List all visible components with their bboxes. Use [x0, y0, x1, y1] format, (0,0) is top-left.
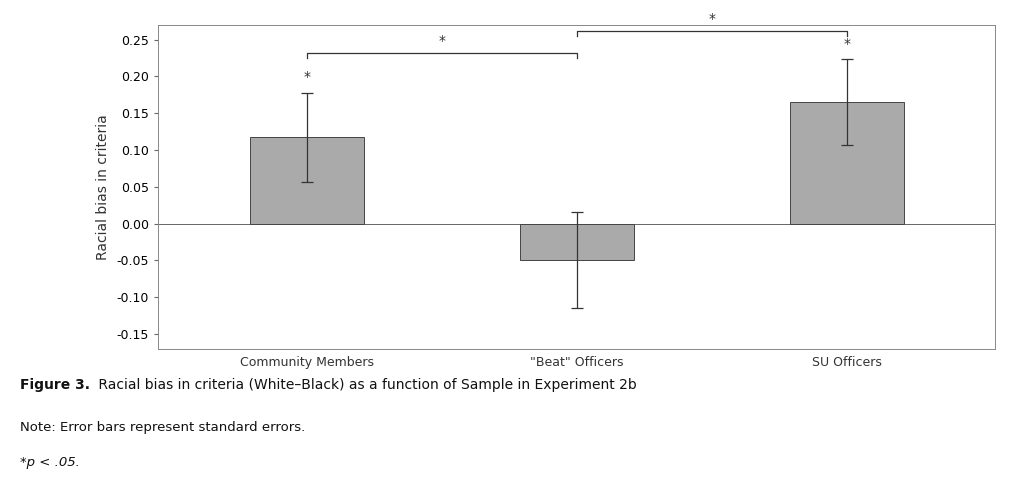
Y-axis label: Racial bias in criteria: Racial bias in criteria [96, 114, 110, 259]
Text: *: * [303, 71, 310, 85]
Bar [520, 224, 634, 260]
Text: *: * [438, 34, 445, 48]
Bar [250, 137, 363, 224]
Text: *p < .05.: *p < .05. [20, 456, 81, 469]
Text: *: * [709, 12, 716, 26]
Bar [790, 102, 904, 224]
Text: *: * [843, 37, 850, 51]
Text: Figure 3.: Figure 3. [20, 378, 91, 392]
Text: Note: Error bars represent standard errors.: Note: Error bars represent standard erro… [20, 421, 305, 434]
Text: Racial bias in criteria (White–Black) as a function of Sample in Experiment 2b: Racial bias in criteria (White–Black) as… [94, 378, 637, 392]
